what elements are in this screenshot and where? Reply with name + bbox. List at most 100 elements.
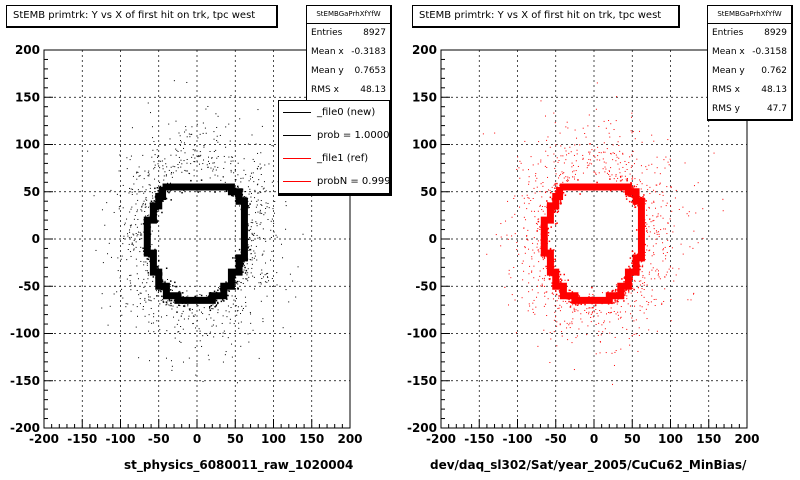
- data-point: [169, 280, 172, 282]
- data-point: [616, 156, 618, 158]
- data-point: [215, 304, 218, 307]
- data-point: [528, 303, 530, 305]
- data-point: [280, 243, 282, 245]
- data-point: [678, 268, 680, 270]
- data-point: [184, 306, 186, 308]
- data-point: [148, 175, 150, 177]
- data-point: [125, 306, 127, 308]
- data-point: [228, 311, 230, 313]
- stats-row: RMS y 47.7: [712, 104, 787, 114]
- data-point: [562, 191, 565, 194]
- data-point: [584, 309, 586, 311]
- data-point: [543, 305, 545, 307]
- data-point: [240, 181, 242, 183]
- data-point: [617, 318, 619, 320]
- data-point: [126, 278, 128, 280]
- data-point: [615, 120, 617, 122]
- data-point: [229, 318, 231, 320]
- data-point: [534, 313, 536, 315]
- data-point: [186, 81, 188, 83]
- data-point: [151, 322, 153, 324]
- data-point: [657, 213, 659, 215]
- data-point: [203, 159, 205, 161]
- data-point: [139, 175, 141, 177]
- data-point: [265, 262, 267, 264]
- data-point: [575, 304, 577, 306]
- data-point: [153, 298, 155, 300]
- data-point: [508, 304, 510, 306]
- data-point: [628, 292, 630, 294]
- data-point: [540, 100, 542, 102]
- data-point: [655, 238, 657, 240]
- data-point: [267, 272, 269, 274]
- data-point: [545, 150, 547, 152]
- data-point: [217, 141, 219, 143]
- data-point: [237, 187, 239, 189]
- data-point: [662, 242, 664, 244]
- data-point: [182, 292, 184, 294]
- data-point: [555, 184, 557, 186]
- data-point: [655, 270, 657, 272]
- data-point: [644, 251, 646, 253]
- data-point: [273, 212, 275, 214]
- data-point: [514, 299, 516, 301]
- data-point: [610, 123, 612, 125]
- data-point: [642, 196, 644, 198]
- data-point: [192, 149, 194, 151]
- data-point: [193, 169, 195, 171]
- data-point: [193, 175, 195, 177]
- data-point: [208, 160, 210, 162]
- data-point: [516, 249, 518, 251]
- data-point: [216, 135, 218, 137]
- data-point: [656, 233, 658, 235]
- data-point: [573, 154, 575, 156]
- data-point: [611, 290, 614, 292]
- data-point: [122, 297, 124, 299]
- data-point: [545, 191, 547, 193]
- data-point: [149, 184, 151, 186]
- data-point: [207, 105, 209, 107]
- x-tick-label: -100: [502, 432, 532, 446]
- data-point: [178, 331, 180, 333]
- data-point: [658, 236, 660, 238]
- data-point: [138, 191, 140, 193]
- data-point: [240, 177, 242, 179]
- data-point: [135, 203, 137, 205]
- data-point: [150, 200, 153, 203]
- data-point: [211, 325, 213, 327]
- data-point: [295, 296, 297, 298]
- data-point: [175, 285, 178, 288]
- data-point: [592, 311, 594, 313]
- data-point: [235, 282, 238, 284]
- data-point: [638, 334, 640, 336]
- data-point: [158, 160, 160, 162]
- data-point: [95, 249, 97, 251]
- data-point: [194, 150, 196, 152]
- data-point: [258, 179, 260, 181]
- data-point: [521, 262, 523, 264]
- data-point: [173, 80, 175, 82]
- data-point: [190, 163, 192, 165]
- data-point: [547, 234, 549, 236]
- data-point: [518, 253, 520, 255]
- data-point: [208, 163, 210, 165]
- data-point: [646, 300, 648, 302]
- y-tick-label: 200: [15, 43, 40, 57]
- data-point: [130, 274, 132, 276]
- data-point: [544, 213, 546, 215]
- data-point: [652, 267, 654, 269]
- data-point: [614, 299, 616, 301]
- data-point: [168, 191, 170, 194]
- data-point: [553, 153, 555, 155]
- data-point: [259, 223, 261, 225]
- data-point: [191, 133, 193, 135]
- data-point: [571, 321, 573, 323]
- data-point: [627, 289, 629, 291]
- data-point: [615, 160, 617, 162]
- data-point: [118, 170, 120, 172]
- data-point: [527, 229, 529, 231]
- data-point: [598, 126, 600, 128]
- data-point: [559, 200, 562, 202]
- data-point: [172, 285, 174, 287]
- data-point: [164, 158, 166, 160]
